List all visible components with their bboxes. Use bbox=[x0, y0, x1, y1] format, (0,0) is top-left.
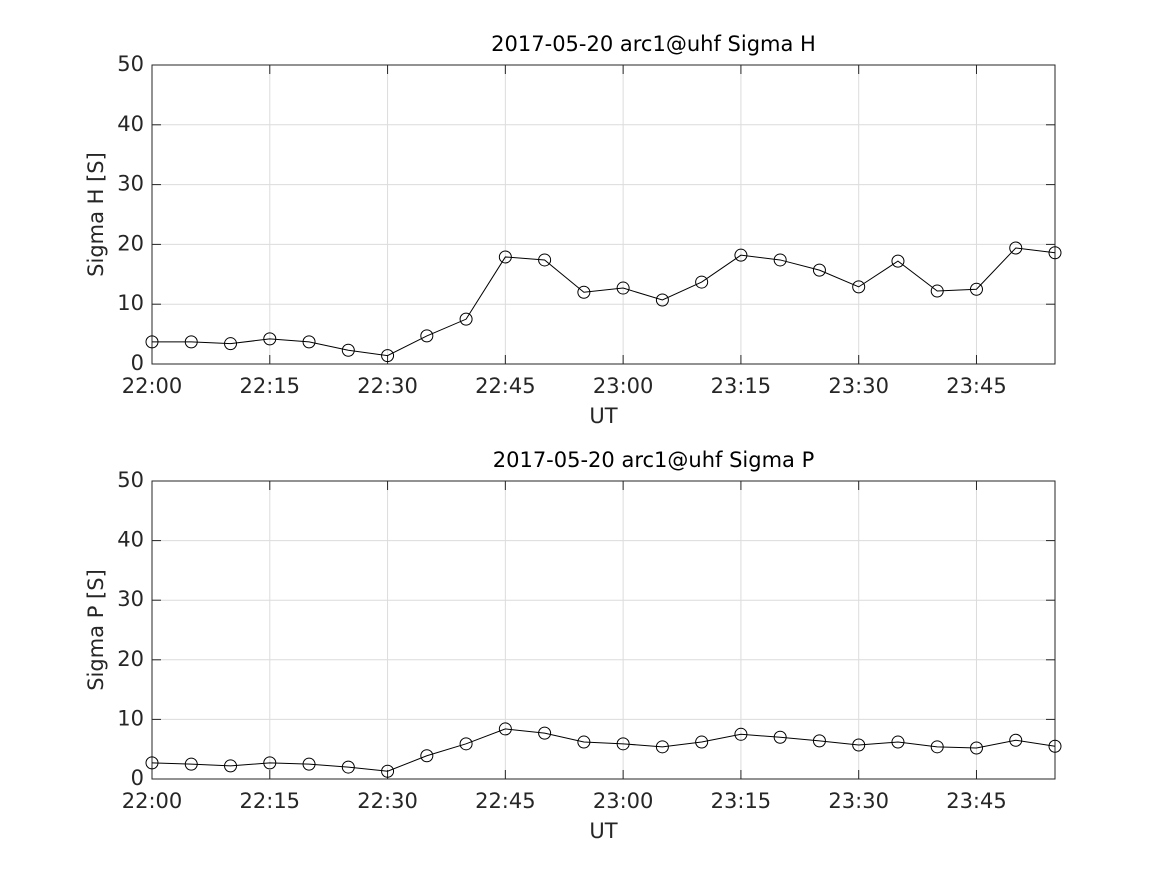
y-tick-label: 40 bbox=[117, 528, 144, 552]
data-point bbox=[1048, 246, 1062, 260]
data-point bbox=[773, 730, 787, 744]
data-point bbox=[930, 284, 944, 298]
plot-frame bbox=[151, 480, 1056, 780]
data-point bbox=[812, 734, 826, 748]
data-point bbox=[734, 248, 748, 262]
data-point bbox=[145, 335, 159, 349]
data-point bbox=[145, 756, 159, 770]
x-tick-label: 23:00 bbox=[593, 789, 654, 813]
x-tick-label: 23:30 bbox=[828, 789, 889, 813]
data-point bbox=[420, 749, 434, 763]
data-line bbox=[152, 247, 1056, 357]
y-tick-label: 40 bbox=[117, 112, 144, 136]
data-point bbox=[302, 757, 316, 771]
y-tick-label: 50 bbox=[117, 468, 144, 492]
data-point bbox=[577, 735, 591, 749]
data-point bbox=[263, 756, 277, 770]
data-point bbox=[341, 760, 355, 774]
data-line bbox=[151, 728, 1056, 772]
data-point bbox=[224, 337, 238, 351]
x-tick-label: 22:45 bbox=[475, 789, 536, 813]
data-point bbox=[459, 312, 473, 326]
x-tick-label: 23:15 bbox=[711, 374, 772, 398]
plot-frame bbox=[151, 64, 1056, 365]
data-point bbox=[852, 280, 866, 294]
data-point bbox=[891, 735, 905, 749]
x-axis-label: UT bbox=[589, 404, 617, 428]
data-point bbox=[498, 250, 512, 264]
y-axis-label: Sigma H [S] bbox=[84, 152, 108, 277]
chart-title: 2017-05-20 arc1@uhf Sigma P bbox=[493, 448, 815, 472]
y-tick-label: 0 bbox=[131, 351, 144, 375]
data-point bbox=[969, 282, 983, 296]
data-point bbox=[616, 737, 630, 751]
x-tick-label: 22:00 bbox=[122, 374, 183, 398]
data-point bbox=[891, 254, 905, 268]
data-point bbox=[381, 764, 395, 778]
data-point bbox=[852, 738, 866, 752]
x-axis-label: UT bbox=[589, 819, 617, 843]
data-point bbox=[498, 722, 512, 736]
y-tick-label: 10 bbox=[117, 706, 144, 730]
y-axis-label: Sigma P [S] bbox=[84, 569, 108, 691]
x-tick-label: 23:45 bbox=[946, 374, 1007, 398]
data-point bbox=[538, 253, 552, 267]
x-tick-label: 22:30 bbox=[357, 374, 418, 398]
x-tick-label: 22:45 bbox=[475, 374, 536, 398]
data-point bbox=[695, 275, 709, 289]
data-point bbox=[773, 253, 787, 267]
data-point bbox=[1048, 739, 1062, 753]
x-tick-label: 23:15 bbox=[711, 789, 772, 813]
data-point bbox=[577, 285, 591, 299]
y-tick-label: 10 bbox=[117, 291, 144, 315]
x-tick-label: 23:45 bbox=[946, 789, 1007, 813]
data-point bbox=[420, 329, 434, 343]
data-point bbox=[1009, 241, 1023, 255]
y-tick-label: 20 bbox=[117, 647, 144, 671]
data-point bbox=[695, 735, 709, 749]
plot-area bbox=[152, 481, 1055, 779]
data-point bbox=[812, 263, 826, 277]
x-tick-label: 22:00 bbox=[122, 789, 183, 813]
y-tick-label: 30 bbox=[117, 587, 144, 611]
data-point bbox=[184, 757, 198, 771]
x-tick-label: 22:15 bbox=[240, 789, 301, 813]
data-point bbox=[655, 740, 669, 754]
data-point bbox=[930, 740, 944, 754]
data-point bbox=[184, 335, 198, 349]
y-tick-label: 0 bbox=[131, 766, 144, 790]
data-point bbox=[734, 727, 748, 741]
data-point bbox=[969, 741, 983, 755]
data-point bbox=[655, 293, 669, 307]
chart-title: 2017-05-20 arc1@uhf Sigma H bbox=[491, 32, 816, 56]
x-tick-label: 22:30 bbox=[357, 789, 418, 813]
y-tick-label: 20 bbox=[117, 231, 144, 255]
data-point bbox=[263, 332, 277, 346]
data-point bbox=[616, 281, 630, 295]
x-tick-label: 22:15 bbox=[240, 374, 301, 398]
data-point bbox=[302, 335, 316, 349]
data-point bbox=[459, 737, 473, 751]
data-point bbox=[341, 343, 355, 357]
data-point bbox=[381, 349, 395, 363]
y-tick-label: 50 bbox=[117, 52, 144, 76]
x-tick-label: 23:00 bbox=[593, 374, 654, 398]
plot-area bbox=[152, 65, 1055, 364]
x-tick-label: 23:30 bbox=[828, 374, 889, 398]
data-point bbox=[1009, 733, 1023, 747]
data-point bbox=[538, 726, 552, 740]
data-point bbox=[224, 759, 238, 773]
y-tick-label: 30 bbox=[117, 172, 144, 196]
